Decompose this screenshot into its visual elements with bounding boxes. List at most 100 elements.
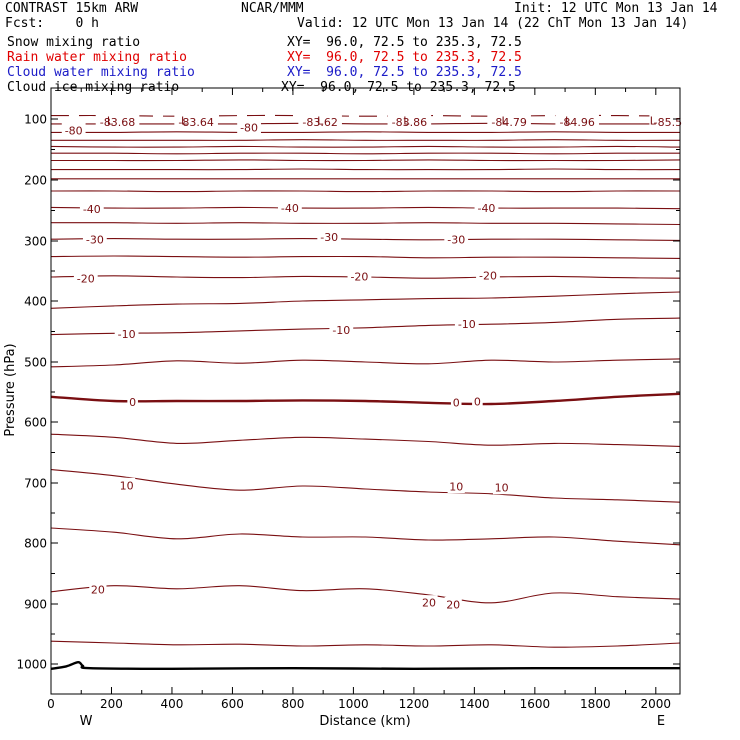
contour-label-bg <box>118 477 136 492</box>
contour-label: -80 <box>240 121 258 134</box>
field-name-cloud-water: Cloud water mixing ratio <box>7 65 195 80</box>
low-value-label-bg <box>649 114 687 129</box>
contour-label: -20 <box>77 273 95 286</box>
contour-label: 0 <box>453 397 460 410</box>
contour-line <box>50 291 681 309</box>
contour-line <box>50 168 681 171</box>
low-value-label: -83.64 <box>178 116 213 129</box>
contour-label-bg <box>450 395 462 410</box>
contour-label: 20 <box>422 597 436 610</box>
contour-line <box>50 152 681 155</box>
contour-label-bg <box>420 595 438 610</box>
contour-line <box>51 159 681 162</box>
contour-label-bg <box>89 581 107 596</box>
forecast-hour: Fcst: 0 h <box>5 16 99 31</box>
low-marker: L <box>650 115 657 128</box>
contour-line <box>50 206 681 210</box>
temperature-contours <box>50 114 681 671</box>
contour-label-bg <box>82 232 107 247</box>
contour-label: -10 <box>332 324 350 337</box>
contour-label-bg <box>474 200 499 215</box>
low-value-label-bg <box>298 114 342 129</box>
contour-label: -10 <box>118 328 136 341</box>
contour-line <box>50 190 681 193</box>
contour-label-bg <box>329 322 354 337</box>
x-tick-label: 2000 <box>641 697 672 711</box>
plot-frame <box>50 87 681 695</box>
x-tick-label: 600 <box>221 697 244 711</box>
low-value-label: -83.86 <box>392 116 427 129</box>
contour-label: -20 <box>350 270 368 283</box>
contour-label-bg <box>444 597 462 611</box>
contour-labels: -80 -80 -40 -40 -40 -30 -30 -30 -20 -20 -20 -10 -10 -… <box>61 114 687 612</box>
x-tick-label: 0 <box>47 697 55 711</box>
contour-line <box>50 469 681 503</box>
contour-label: -30 <box>86 234 104 247</box>
low-marker: L <box>403 115 410 128</box>
low-value-label-bg <box>487 114 531 129</box>
low-value-label: -84.79 <box>491 116 526 129</box>
field-name-snow: Snow mixing ratio <box>7 35 141 50</box>
contour-line <box>50 131 681 134</box>
field-xy-cloud-water: XY= 96.0, 72.5 to 235.3, 72.5 <box>287 65 522 80</box>
y-tick-label: 100 <box>24 113 47 127</box>
contour-label-bg <box>317 229 342 244</box>
low-marker: L <box>317 115 324 128</box>
contour-label-bg <box>472 394 483 408</box>
contour-line <box>50 238 681 241</box>
contour-label: -40 <box>281 202 299 215</box>
contour-label-bg <box>73 271 98 286</box>
contour-label-bg <box>447 479 465 493</box>
x-tick-label: 200 <box>100 697 123 711</box>
y-axis-label: Pressure (hPa) <box>3 343 18 436</box>
y-tick-label: 600 <box>24 416 47 430</box>
low-marker: L <box>565 115 572 128</box>
contour-label-bg <box>61 122 86 137</box>
contour-label: 10 <box>495 482 509 495</box>
y-tick-label: 800 <box>24 537 47 551</box>
contour-label-bg <box>127 394 138 409</box>
y-tick-label: 200 <box>24 174 47 188</box>
y-tick-label: 900 <box>24 598 47 612</box>
contour-label-bg <box>79 201 104 216</box>
low-value-label: -83.62 <box>302 116 337 129</box>
contour-label: 0 <box>474 396 481 409</box>
contour-label-bg <box>114 326 139 341</box>
contour-label: -10 <box>458 318 476 331</box>
low-value-label-bg <box>95 114 140 129</box>
x-tick-label: 1400 <box>459 697 490 711</box>
contour-label-bg <box>454 316 479 331</box>
y-tick-label: 400 <box>24 295 47 309</box>
contour-label: 20 <box>446 599 460 612</box>
contour-label: 10 <box>449 481 463 494</box>
x-tick-label: 1600 <box>520 697 551 711</box>
low-value-label: -83.68 <box>100 116 135 129</box>
east-label: E <box>657 714 665 729</box>
low-marker: L <box>181 115 188 128</box>
low-marker: L <box>107 115 114 128</box>
low-value-label-bg <box>387 114 432 129</box>
contour-label: -30 <box>447 234 465 247</box>
x-tick-label: 1200 <box>399 697 430 711</box>
low-value-label-bg <box>555 114 599 129</box>
contour-label-bg <box>237 119 261 134</box>
contour-label-bg <box>476 268 500 283</box>
init-time: Init: 12 UTC Mon 13 Jan 14 <box>514 1 718 16</box>
y-tick-label: 500 <box>24 356 47 370</box>
contour-label: 10 <box>120 479 134 492</box>
contour-label: 0 <box>129 396 136 409</box>
ground-surface-line <box>50 661 680 671</box>
contour-label: -20 <box>479 270 497 283</box>
contour-line <box>50 358 681 368</box>
contour-label-bg <box>444 232 469 247</box>
west-label: W <box>80 714 93 729</box>
contour-line <box>50 433 681 447</box>
contour-label: -80 <box>65 124 83 137</box>
contour-label: -40 <box>477 202 495 215</box>
contour-line <box>50 139 681 141</box>
contour-label: 20 <box>91 583 105 596</box>
contour-label-bg <box>347 268 372 283</box>
contour-label-bg <box>277 200 302 215</box>
model-title: CONTRAST 15km ARW <box>5 1 139 16</box>
